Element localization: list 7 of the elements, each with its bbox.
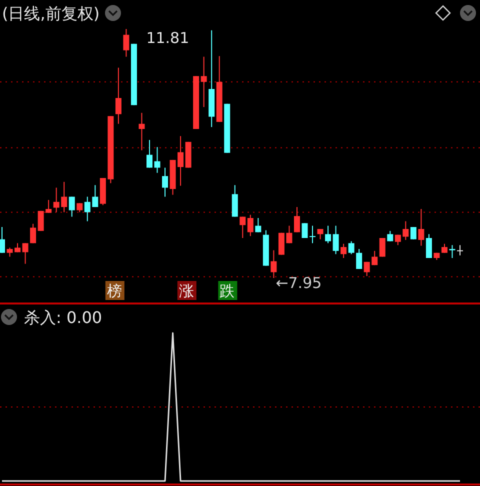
text: 榜	[106, 282, 122, 300]
annotation: 11.81	[146, 29, 190, 47]
text: 涨	[178, 282, 194, 300]
chart-title: 杀入: 0.00	[24, 308, 102, 327]
text: 跌	[220, 282, 235, 300]
chart-title: (日线,前复权)	[2, 4, 100, 23]
annotation: ←7.95	[276, 274, 322, 292]
